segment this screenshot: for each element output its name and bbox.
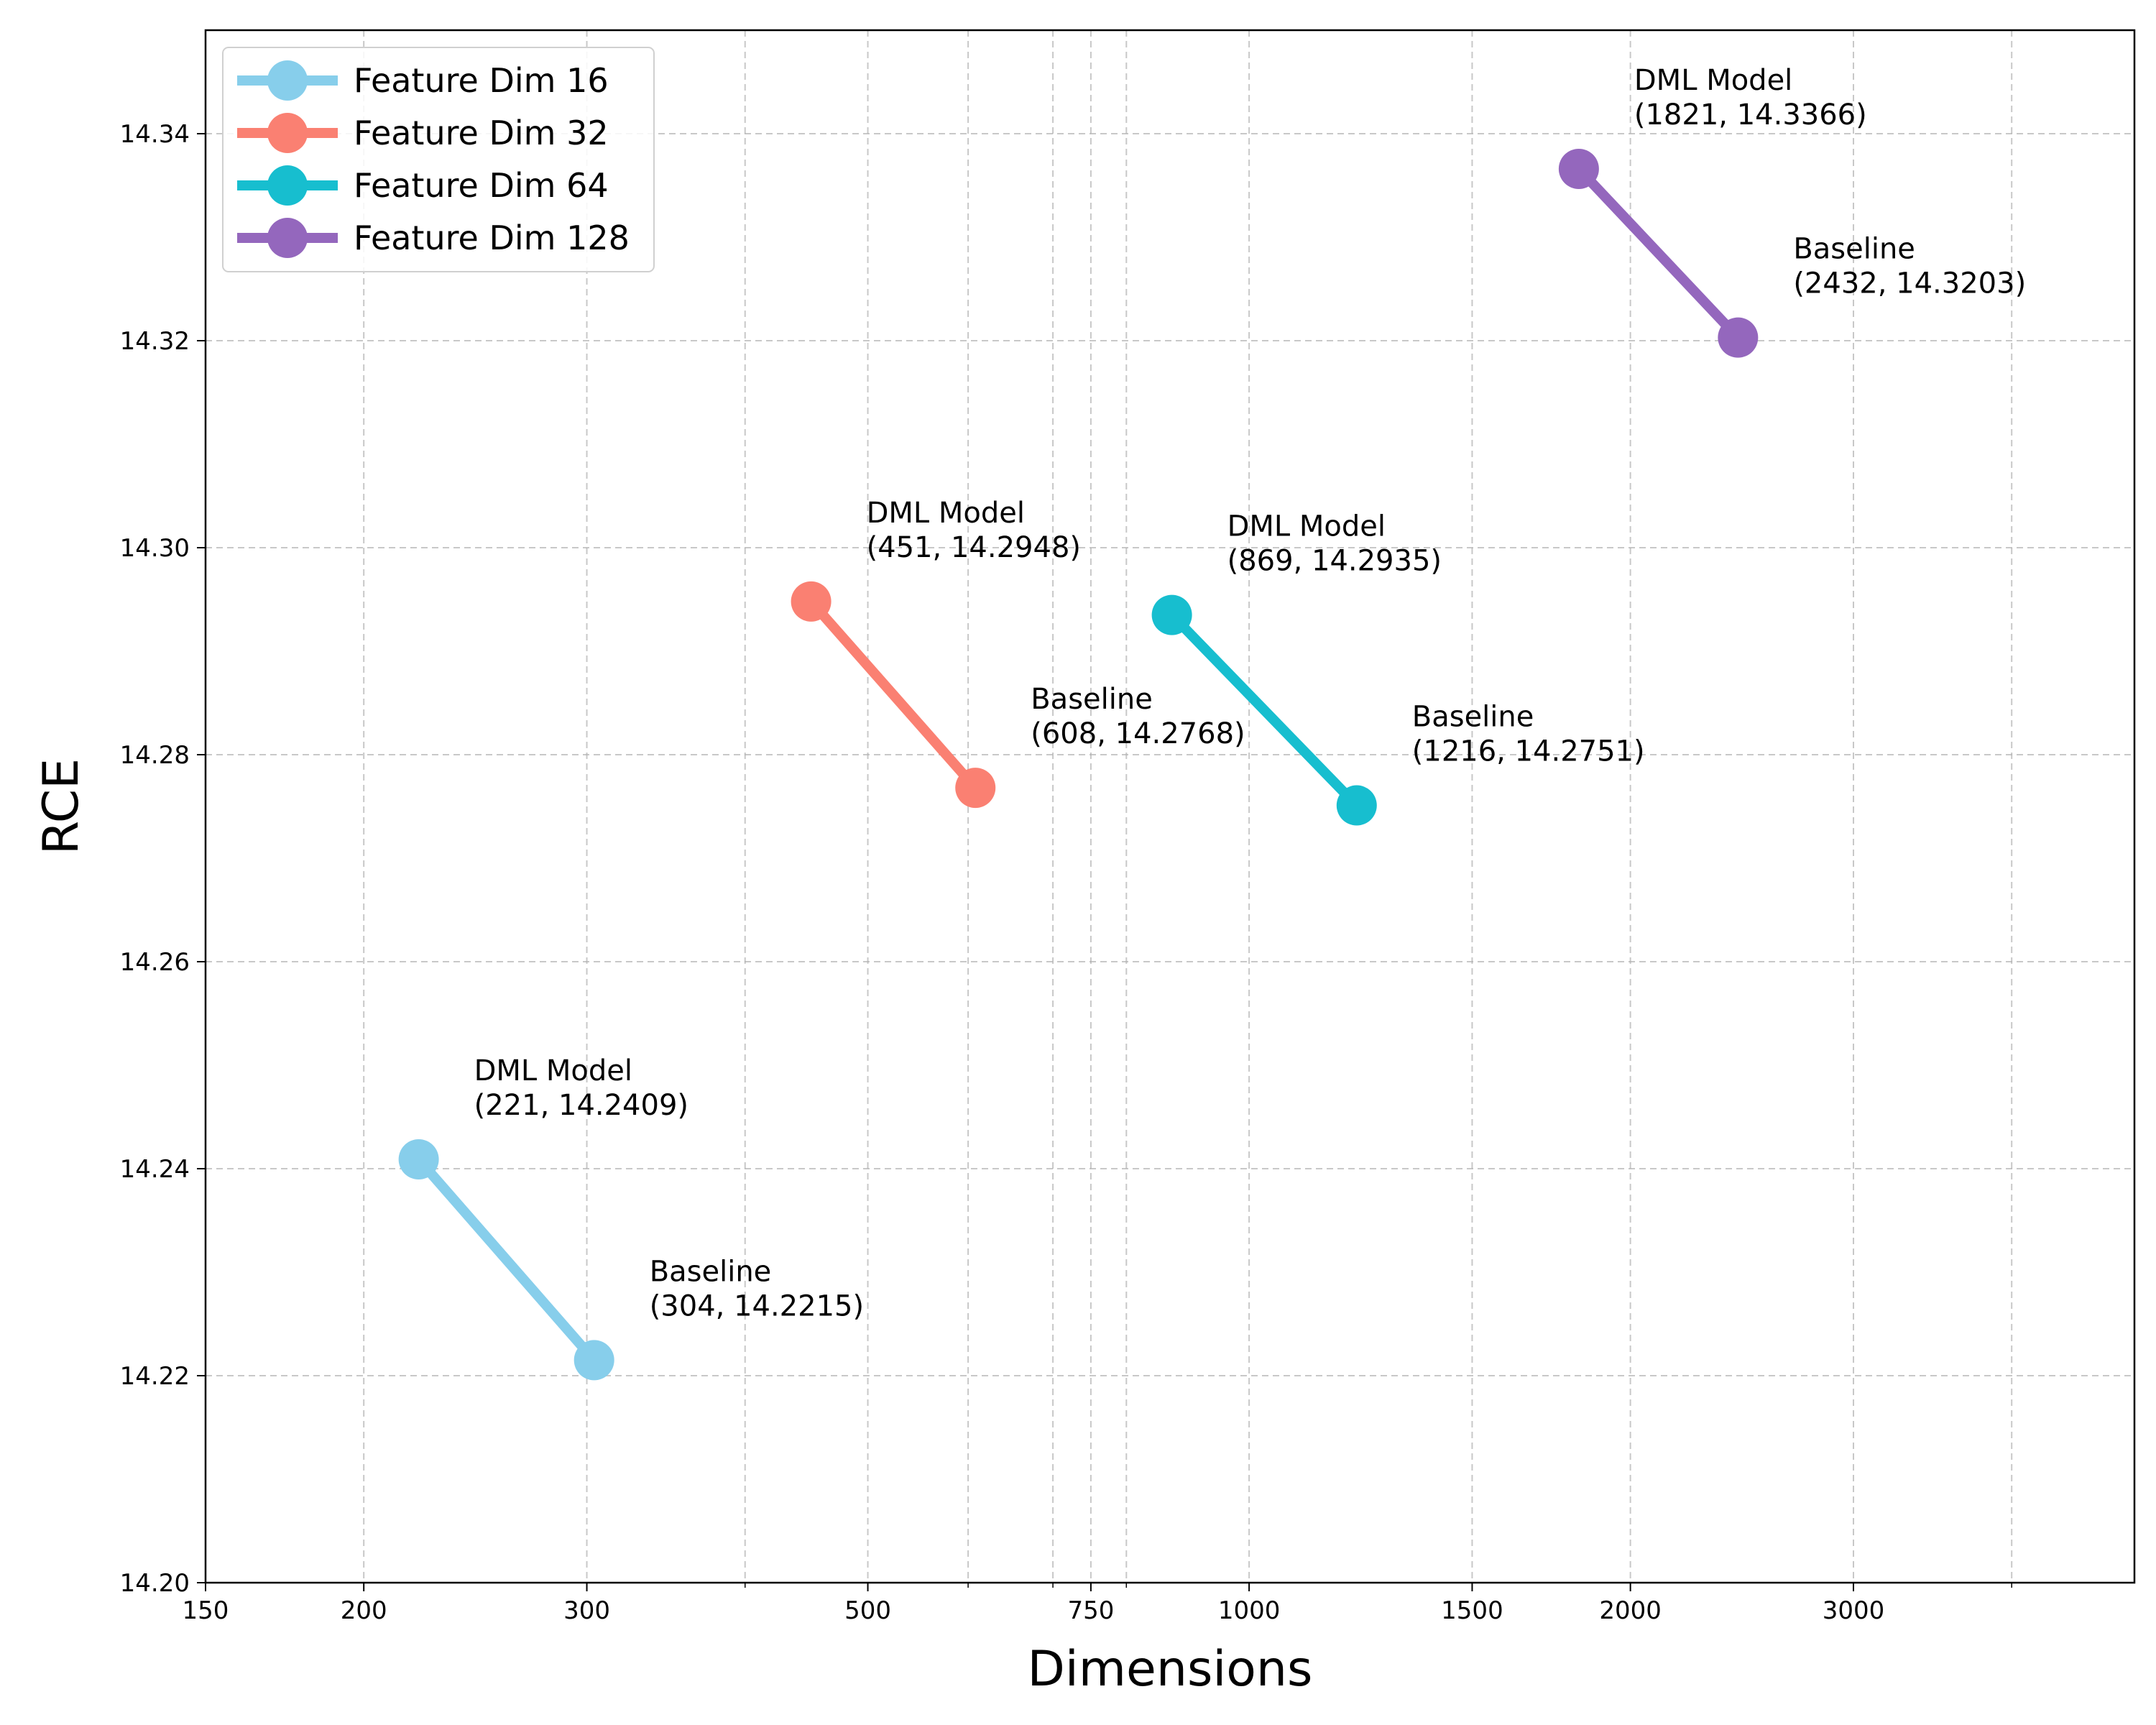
y-tick-label: 14.28 [120, 741, 190, 770]
data-point [398, 1139, 439, 1180]
axis-ticks: 150 200 300 500 750 1000 1500 2000 3000 14.20 14.2… [120, 120, 2012, 1625]
x-axis-label: Dimensions [1028, 1641, 1313, 1698]
legend-label: Feature Dim 128 [354, 218, 630, 257]
point-coordinates: (304, 14.2215) [650, 1289, 864, 1322]
series-line-3 [1573, 163, 1743, 343]
y-tick-label: 14.20 [120, 1569, 190, 1598]
data-point [573, 1340, 614, 1381]
point-coordinates: (1216, 14.2751) [1412, 735, 1645, 768]
legend-label: Feature Dim 64 [354, 166, 609, 205]
x-tick-label: 2000 [1599, 1596, 1662, 1625]
x-tick-label: 3000 [1823, 1596, 1885, 1625]
point-label: Baseline [1412, 701, 1534, 734]
data-point [1151, 594, 1192, 635]
data-point [1336, 785, 1377, 826]
point-label: DML Model [1634, 64, 1792, 97]
x-tick-label: 300 [563, 1596, 610, 1625]
point-label: Baseline [1031, 683, 1153, 716]
point-coordinates: (869, 14.2935) [1227, 545, 1442, 578]
y-tick-label: 14.26 [120, 948, 190, 977]
data-point [791, 581, 831, 622]
y-tick-label: 14.32 [120, 327, 190, 356]
x-tick-label: 1500 [1441, 1596, 1503, 1625]
legend-label: Feature Dim 16 [354, 61, 609, 100]
legend: Feature Dim 16 Feature Dim 32 Feature Dim … [222, 47, 655, 272]
x-tick-label: 200 [341, 1596, 387, 1625]
y-tick-label: 14.24 [120, 1155, 190, 1184]
point-label: DML Model [1227, 510, 1386, 543]
point-label: DML Model [474, 1054, 632, 1087]
x-tick-label: 1000 [1218, 1596, 1281, 1625]
annotations: DML Model(221, 14.2409)Baseline(304, 14.… [474, 64, 2027, 1322]
data-point [955, 768, 996, 809]
plot-frame [204, 29, 2136, 1584]
x-tick-label: 750 [1067, 1596, 1114, 1625]
y-tick-label: 14.22 [120, 1362, 190, 1391]
legend-marker [267, 218, 308, 258]
legend-marker [267, 165, 308, 206]
point-coordinates: (2432, 14.3203) [1793, 267, 2026, 300]
series-line-2 [1166, 610, 1362, 811]
legend-marker [267, 60, 308, 101]
series-layer [398, 148, 1759, 1381]
series-line-1 [806, 596, 981, 794]
series-line-0 [413, 1154, 599, 1366]
point-label: Baseline [650, 1255, 772, 1288]
point-label: Baseline [1793, 233, 1915, 266]
legend-marker [267, 113, 308, 153]
y-tick-label: 14.34 [120, 120, 190, 149]
y-axis-label: RCE [33, 758, 90, 855]
legend-box [222, 47, 655, 272]
point-coordinates: (451, 14.2948) [867, 531, 1081, 564]
data-point [1718, 317, 1759, 358]
data-point [1558, 148, 1599, 189]
point-label: DML Model [867, 497, 1025, 530]
x-tick-label: 500 [844, 1596, 891, 1625]
point-coordinates: (1821, 14.3366) [1634, 98, 1867, 132]
y-tick-label: 14.30 [120, 534, 190, 563]
point-coordinates: (221, 14.2409) [474, 1089, 688, 1122]
x-tick-label: 150 [183, 1596, 229, 1625]
legend-label: Feature Dim 32 [354, 114, 609, 152]
point-coordinates: (608, 14.2768) [1031, 717, 1245, 750]
